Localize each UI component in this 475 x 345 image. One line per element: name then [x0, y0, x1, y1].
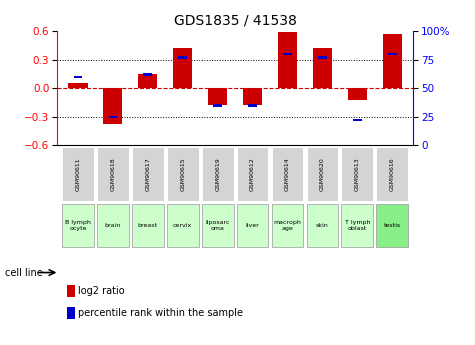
- Bar: [108, 116, 117, 118]
- Text: GSM90617: GSM90617: [145, 157, 150, 191]
- Text: cell line: cell line: [5, 268, 42, 277]
- Text: GSM90615: GSM90615: [180, 157, 185, 191]
- Text: skin: skin: [316, 223, 329, 228]
- Bar: [143, 73, 152, 76]
- Bar: [318, 56, 327, 59]
- Bar: [306, 147, 338, 201]
- Bar: [376, 147, 408, 201]
- Text: T lymph
oblast: T lymph oblast: [345, 220, 370, 231]
- Text: breast: breast: [138, 223, 158, 228]
- Bar: [74, 76, 82, 78]
- Text: GSM90618: GSM90618: [110, 157, 115, 191]
- Text: brain: brain: [105, 223, 121, 228]
- Bar: [353, 119, 362, 121]
- Bar: [306, 204, 338, 247]
- Bar: [383, 34, 402, 88]
- Bar: [68, 82, 87, 88]
- Text: percentile rank within the sample: percentile rank within the sample: [78, 308, 243, 318]
- Bar: [213, 104, 222, 107]
- Bar: [132, 204, 164, 247]
- Text: GSM90620: GSM90620: [320, 157, 325, 191]
- Bar: [62, 147, 94, 201]
- Bar: [167, 147, 199, 201]
- Bar: [179, 56, 187, 59]
- Bar: [342, 204, 373, 247]
- Bar: [313, 48, 332, 88]
- Bar: [248, 104, 257, 107]
- Text: liver: liver: [246, 223, 259, 228]
- Bar: [208, 88, 227, 105]
- Bar: [272, 204, 304, 247]
- Bar: [62, 204, 94, 247]
- Bar: [272, 147, 304, 201]
- Text: cervix: cervix: [173, 223, 192, 228]
- Text: B lymph
ocyte: B lymph ocyte: [65, 220, 91, 231]
- Text: GSM90619: GSM90619: [215, 157, 220, 191]
- Bar: [278, 32, 297, 88]
- Text: macroph
age: macroph age: [274, 220, 302, 231]
- Bar: [97, 204, 129, 247]
- Bar: [202, 204, 234, 247]
- Text: GSM90616: GSM90616: [390, 157, 395, 191]
- Bar: [167, 204, 199, 247]
- Text: liposarc
oma: liposarc oma: [205, 220, 230, 231]
- Bar: [132, 147, 164, 201]
- Text: GSM90612: GSM90612: [250, 157, 255, 191]
- Bar: [97, 147, 129, 201]
- Bar: [243, 88, 262, 105]
- Bar: [173, 48, 192, 88]
- Title: GDS1835 / 41538: GDS1835 / 41538: [174, 13, 296, 27]
- Text: GSM90614: GSM90614: [285, 157, 290, 191]
- Bar: [237, 204, 268, 247]
- Bar: [138, 74, 157, 88]
- Text: log2 ratio: log2 ratio: [78, 286, 125, 296]
- Bar: [237, 147, 268, 201]
- Bar: [388, 53, 397, 55]
- Bar: [103, 88, 123, 125]
- Bar: [342, 147, 373, 201]
- Bar: [376, 204, 408, 247]
- Text: GSM90613: GSM90613: [355, 157, 360, 191]
- Text: GSM90611: GSM90611: [76, 157, 80, 191]
- Bar: [283, 53, 292, 55]
- Text: testis: testis: [384, 223, 401, 228]
- Bar: [202, 147, 234, 201]
- Bar: [348, 88, 367, 100]
